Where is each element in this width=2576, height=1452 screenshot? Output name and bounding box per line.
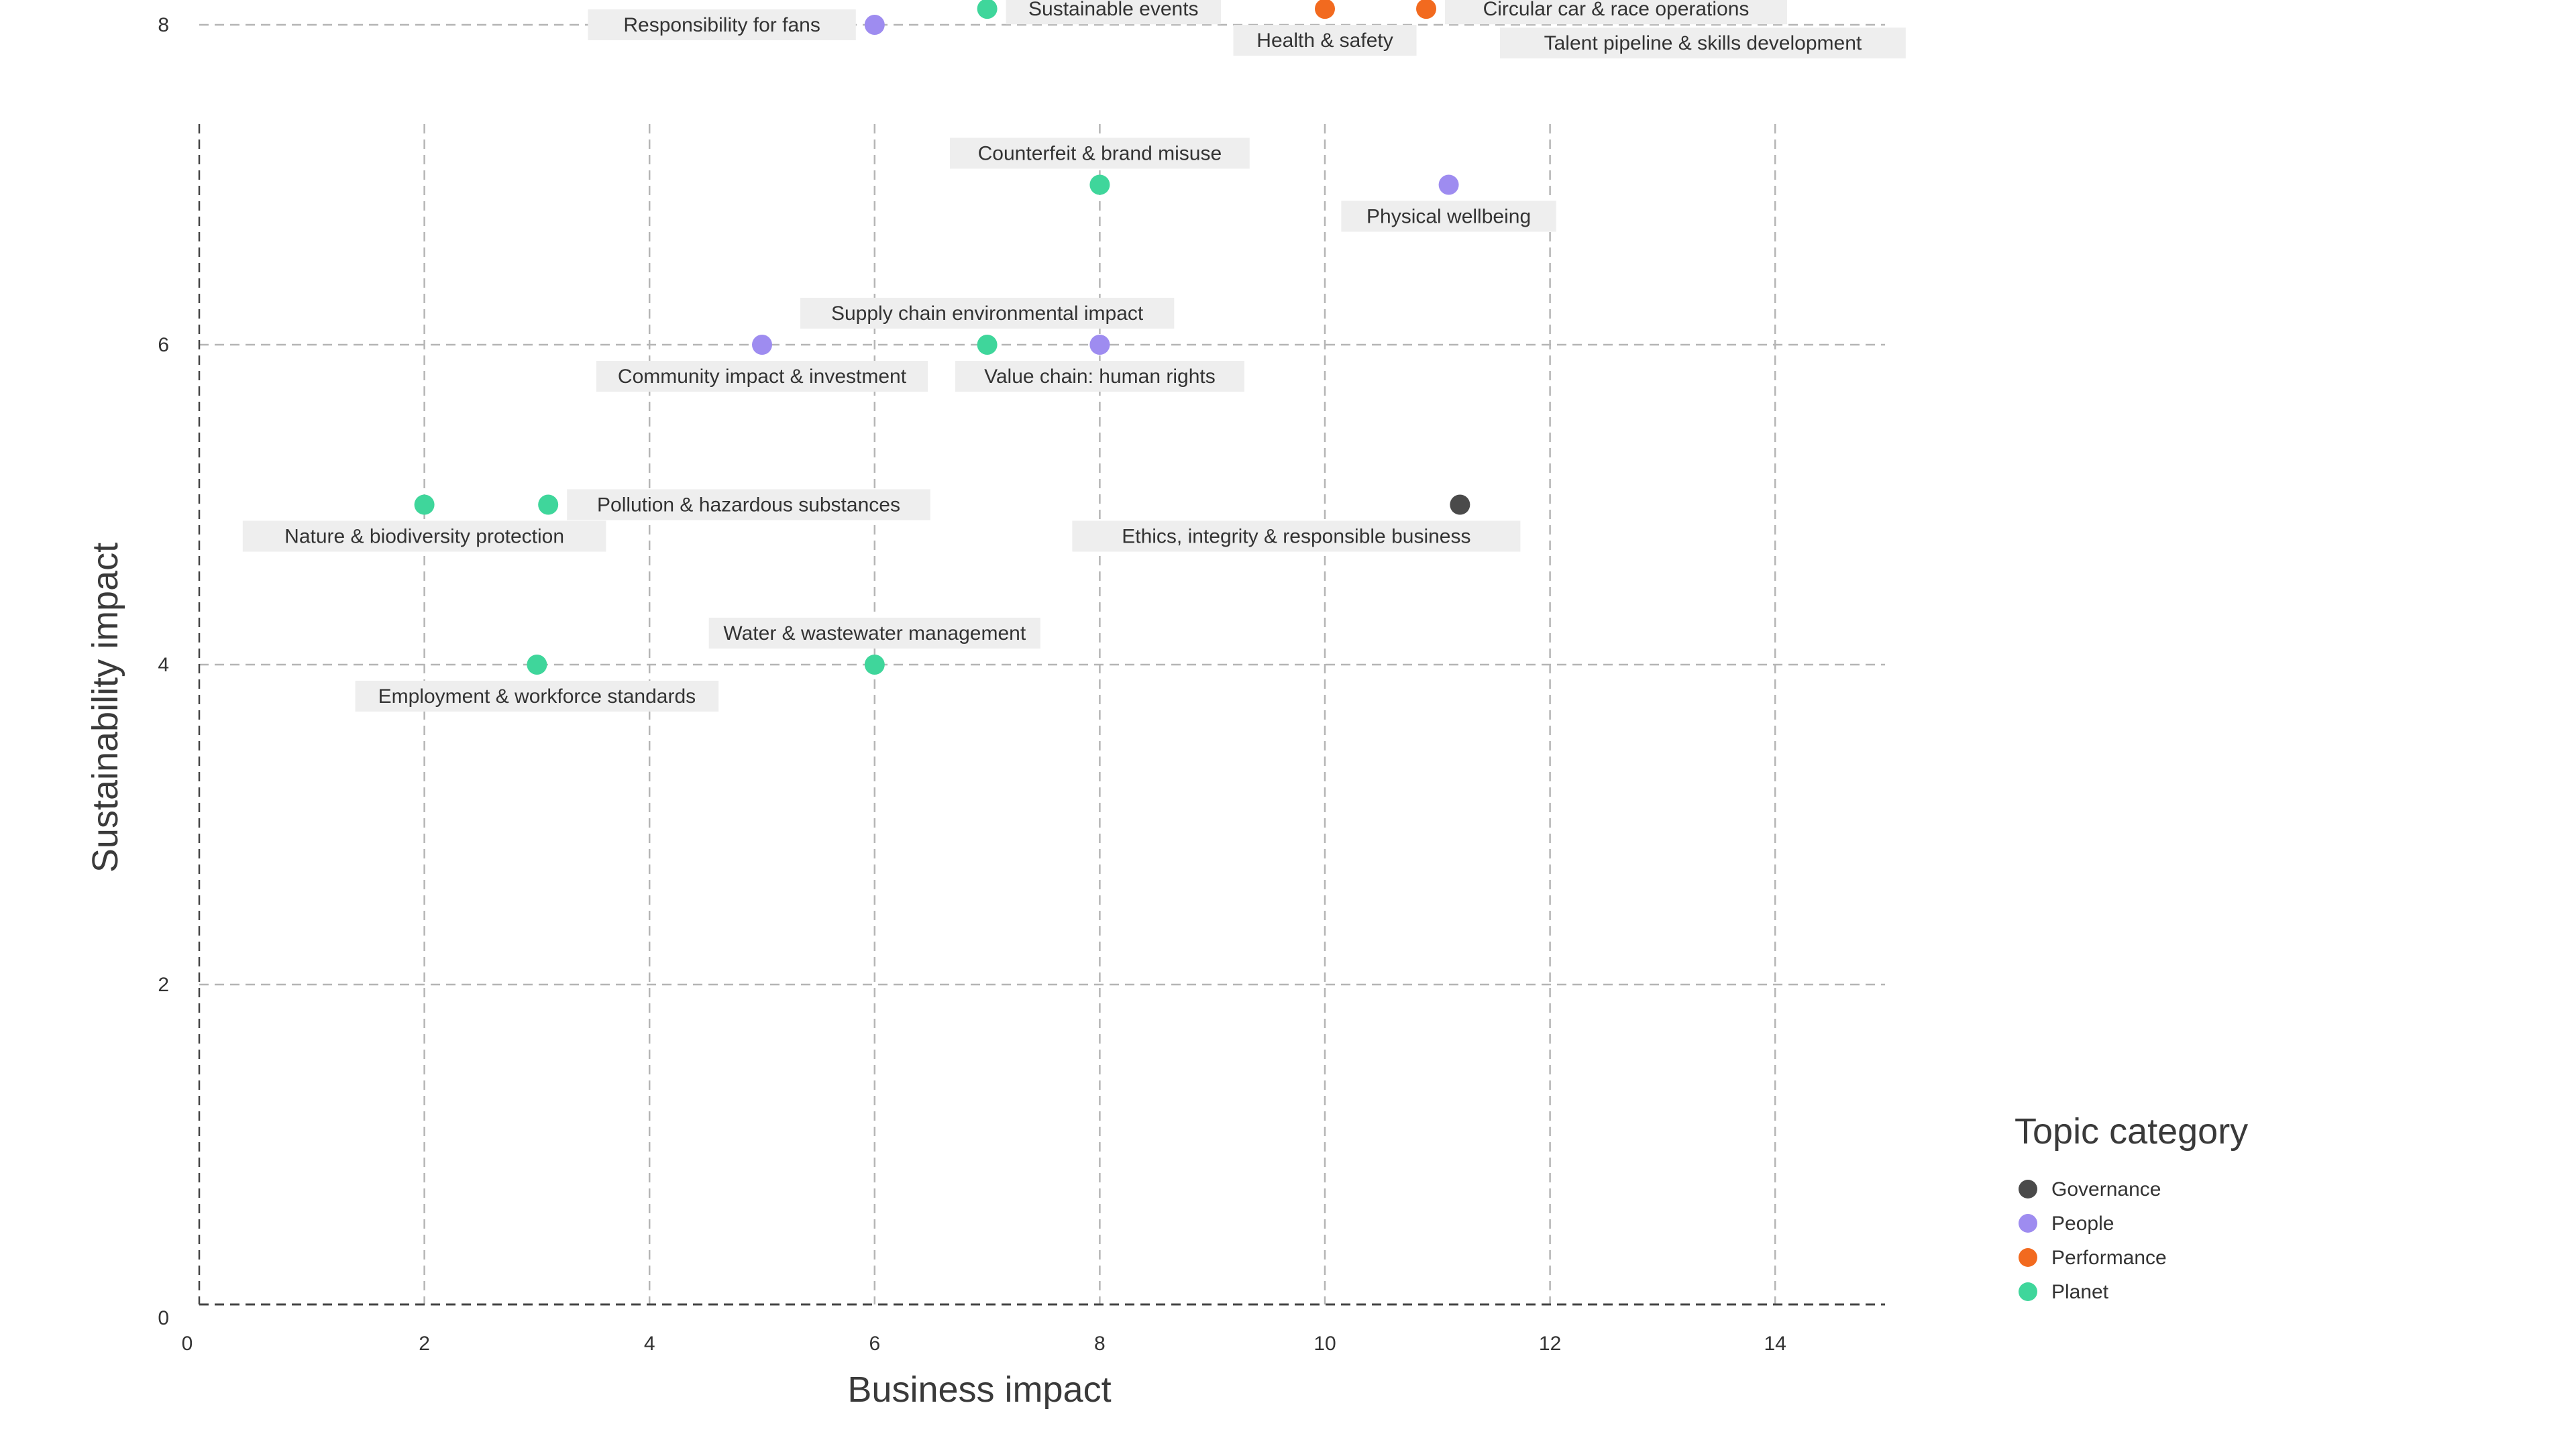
point-label-box xyxy=(596,361,928,392)
data-point xyxy=(1315,0,1335,19)
x-tick-label: 6 xyxy=(869,1333,880,1355)
x-tick-label: 0 xyxy=(182,1333,193,1355)
x-tick-label: 10 xyxy=(1313,1333,1336,1355)
legend-entry-label: Governance xyxy=(2051,1178,2161,1200)
data-point xyxy=(538,494,559,515)
data-point xyxy=(977,335,998,355)
point-label: Community impact & investment xyxy=(618,366,907,388)
data-point xyxy=(977,0,998,19)
data-point xyxy=(1089,335,1110,355)
point-label: Supply chain environmental impact xyxy=(831,302,1144,325)
legend-swatch xyxy=(2019,1214,2037,1233)
legend-entry-label: Performance xyxy=(2051,1247,2167,1269)
point-label: Talent pipeline & skills development xyxy=(1544,32,1862,54)
y-axis-title: Sustainability impact xyxy=(85,543,125,873)
legend-entry-label: Planet xyxy=(2051,1281,2109,1303)
point-label-box xyxy=(588,9,856,40)
point-label-box xyxy=(1445,0,1788,25)
point-label-box xyxy=(242,520,606,552)
data-point xyxy=(1450,494,1470,515)
data-point xyxy=(864,655,885,675)
point-label-box xyxy=(1233,25,1417,56)
y-tick-label: 0 xyxy=(158,1307,169,1329)
point-label: Health & safety xyxy=(1256,30,1393,52)
point-label-box xyxy=(1341,201,1556,232)
point-label: Circular car & race operations xyxy=(1483,0,1750,20)
point-label-box xyxy=(1072,520,1521,552)
data-point xyxy=(752,335,772,355)
point-label-box xyxy=(955,361,1244,392)
legend-swatch xyxy=(2019,1282,2037,1301)
legend-entry-label: People xyxy=(2051,1213,2114,1235)
x-tick-label: 2 xyxy=(419,1333,430,1355)
x-axis-title: Business impact xyxy=(847,1370,1111,1410)
x-tick-label: 14 xyxy=(1764,1333,1786,1355)
y-tick-label: 2 xyxy=(158,974,169,996)
point-label-box xyxy=(1006,0,1221,25)
point-label-box xyxy=(950,137,1250,169)
label-layer: Partner environmental & social impactEth… xyxy=(242,0,1906,712)
point-label-box xyxy=(355,681,719,712)
point-label: Value chain: human rights xyxy=(984,366,1216,388)
point-label-box xyxy=(567,489,930,520)
point-label-box xyxy=(800,298,1175,329)
point-label: Physical wellbeing xyxy=(1366,206,1531,228)
point-label: Employment & workforce standards xyxy=(378,685,696,708)
point-layer xyxy=(414,0,1470,675)
point-label: Water & wastewater management xyxy=(723,622,1026,645)
data-point xyxy=(414,494,435,515)
point-label-box xyxy=(1500,27,1906,59)
point-label-box xyxy=(708,618,1040,649)
x-tick-label: 12 xyxy=(1539,1333,1561,1355)
point-label: Nature & biodiversity protection xyxy=(284,526,564,548)
point-label: Sustainable events xyxy=(1028,0,1199,20)
grid-layer xyxy=(199,23,1885,1304)
point-label: Ethics, integrity & responsible business xyxy=(1122,526,1470,548)
legend: Topic category Governance People Performanc… xyxy=(2015,1111,2248,1303)
data-point xyxy=(1089,174,1110,195)
y-tick-label: 4 xyxy=(158,654,169,676)
data-point xyxy=(864,15,885,35)
y-tick-label: 8 xyxy=(158,14,169,36)
point-label: Responsibility for fans xyxy=(623,14,820,36)
data-point xyxy=(1416,0,1437,19)
x-tick-label: 8 xyxy=(1094,1333,1106,1355)
y-tick-label: 6 xyxy=(158,334,169,356)
point-label: Counterfeit & brand misuse xyxy=(978,143,1222,165)
legend-swatch xyxy=(2019,1180,2037,1198)
x-tick-label: 4 xyxy=(644,1333,655,1355)
data-point xyxy=(527,655,547,675)
axis-layer: 0246810121402468101214Business impactSus… xyxy=(85,14,1885,1410)
legend-swatch xyxy=(2019,1248,2037,1267)
point-label: Pollution & hazardous substances xyxy=(597,494,900,516)
data-point xyxy=(1438,174,1459,195)
legend-title: Topic category xyxy=(2015,1111,2248,1152)
